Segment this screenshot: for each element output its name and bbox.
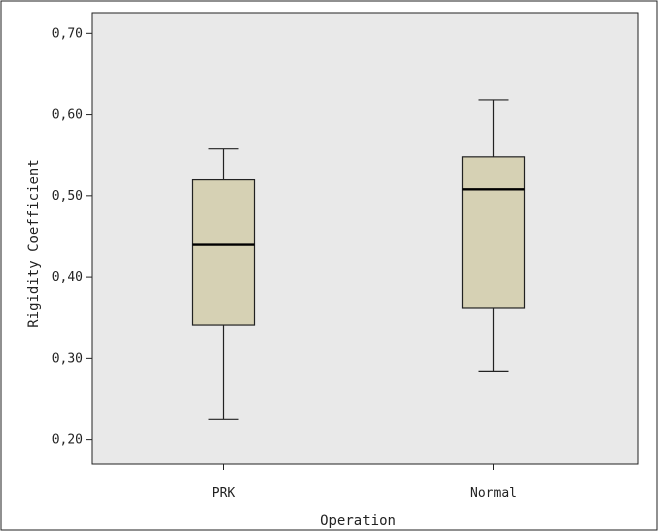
y-tick-label: 0,50 [52,189,83,204]
y-axis-title: Rigidity Coefficient [26,159,42,328]
box-iqr [191,178,256,326]
plot-area [91,12,639,465]
box-normal [461,99,526,372]
x-tick-label: Normal [470,486,517,501]
box-series [191,99,526,420]
y-axis: 0,20 0,30 0,40 0,50 0,60 0,70 [52,26,92,448]
y-tick-label: 0,60 [52,108,83,123]
x-axis-title: Operation [320,513,396,529]
y-tick-label: 0,70 [52,26,83,41]
x-tick-label: PRK [212,486,236,501]
y-tick-label: 0,40 [52,270,83,285]
box-prk [191,148,256,420]
x-axis: PRK Normal [212,464,517,501]
y-tick-label: 0,20 [52,433,83,448]
box-iqr [461,156,526,309]
y-tick-label: 0,30 [52,351,83,366]
